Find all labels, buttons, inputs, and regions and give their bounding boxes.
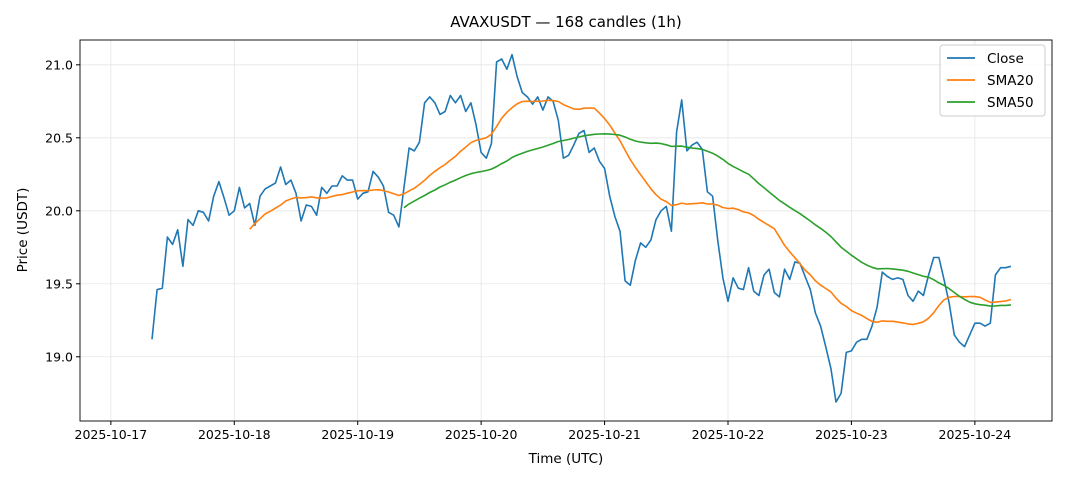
legend-label: Close (987, 51, 1024, 67)
legend: Close SMA20 SMA50 (939, 44, 1046, 117)
legend-label: SMA50 (987, 95, 1034, 111)
y-tick-label: 19.5 (45, 276, 73, 291)
y-axis: 19.0 19.5 20.0 20.5 21.0 (45, 57, 80, 364)
x-tick-label: 2025-10-22 (692, 427, 765, 442)
series-line-close (151, 53, 1012, 403)
legend-box (939, 44, 1046, 117)
x-tick-label: 2025-10-21 (568, 427, 641, 442)
series-line-sma50 (403, 133, 1011, 307)
series-line-sma20 (249, 99, 1012, 326)
grid (80, 40, 1052, 421)
x-tick-label: 2025-10-19 (321, 427, 394, 442)
y-tick-label: 21.0 (45, 57, 73, 72)
x-axis: 2025-10-17 2025-10-18 2025-10-19 2025-10-20… (75, 421, 1012, 442)
y-axis-label: Price (USDT) (15, 188, 31, 273)
series-lines (151, 53, 1012, 403)
plot-frame (79, 39, 1053, 422)
y-tick-label: 20.0 (45, 203, 73, 218)
x-axis-label: Time (UTC) (528, 451, 604, 467)
x-tick-label: 2025-10-24 (939, 427, 1012, 442)
x-tick-label: 2025-10-17 (75, 427, 148, 442)
y-tick-label: 20.5 (45, 130, 73, 145)
legend-label: SMA20 (987, 73, 1034, 89)
x-tick-label: 2025-10-23 (815, 427, 888, 442)
y-tick-label: 19.0 (45, 349, 73, 364)
chart-title: AVAXUSDT — 168 candles (1h) (450, 13, 682, 31)
x-tick-label: 2025-10-20 (445, 427, 518, 442)
x-tick-label: 2025-10-18 (198, 427, 271, 442)
